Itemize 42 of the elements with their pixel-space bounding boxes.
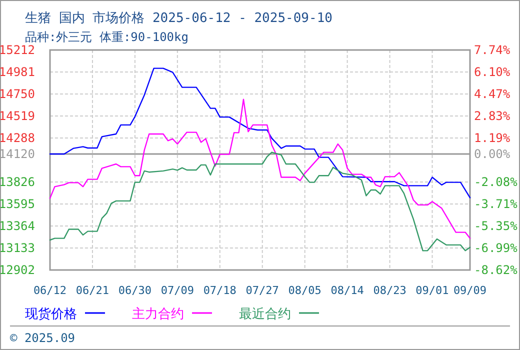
line-series xyxy=(49,68,471,198)
y2-tick-label: -6.99% xyxy=(474,241,518,256)
y2-tick-label: -5.35% xyxy=(474,219,518,234)
x-tick-label: 07/27 xyxy=(246,284,279,297)
y-tick-label: 14750 xyxy=(0,87,35,101)
text: © 2025.09 xyxy=(10,331,76,345)
y2-tick-label: 2.83% xyxy=(474,109,511,124)
y-tick-label: 13133 xyxy=(0,241,35,255)
chart-title: 生猪 国内 市场价格 2025-06-12 - 2025-09-10 xyxy=(25,11,332,26)
y-tick-label: 14120 xyxy=(0,147,35,161)
x-tick-label: 09/09 xyxy=(453,284,487,297)
y2-tick-label: 0.00% xyxy=(474,147,511,162)
legend-label: 最近合约 xyxy=(239,307,291,322)
x-tick-label: 09/01 xyxy=(416,284,449,297)
y2-tick-label: -2.08% xyxy=(474,175,518,190)
y-tick-label: 13826 xyxy=(0,175,35,189)
y2-tick-label: -8.62% xyxy=(474,263,518,277)
y-tick-label: 14981 xyxy=(0,65,35,79)
y-tick-label: 13364 xyxy=(0,219,35,233)
y2-tick-label: 6.10% xyxy=(474,65,511,80)
y-tick-label: 12902 xyxy=(0,263,35,277)
y-tick-label: 15212 xyxy=(0,43,35,57)
x-tick-label: 07/18 xyxy=(203,284,236,297)
x-tick-label: 08/05 xyxy=(288,284,322,297)
x-tick-label: 07/09 xyxy=(160,284,194,297)
line-series xyxy=(49,152,471,252)
legend-label: 主力合约 xyxy=(132,306,184,322)
y-tick-label: 14288 xyxy=(0,131,35,145)
x-tick-label: 06/30 xyxy=(118,284,152,297)
x-tick-label: 08/14 xyxy=(330,284,364,297)
y-tick-label: 13595 xyxy=(0,197,35,211)
line-series xyxy=(49,98,471,239)
y-tick-label: 14519 xyxy=(0,109,35,123)
y2-tick-label: 1.19% xyxy=(474,131,511,146)
legend-label: 现货价格 xyxy=(25,307,77,322)
y2-tick-label: 4.47% xyxy=(474,86,511,101)
y2-tick-label: 7.74% xyxy=(474,43,511,57)
x-tick-label: 06/12 xyxy=(33,284,67,297)
x-tick-label: 06/21 xyxy=(76,284,110,297)
x-tick-label: 08/23 xyxy=(373,284,406,297)
y2-tick-label: -3.71% xyxy=(474,196,518,211)
chart-subtitle: 品种:外三元 体重:90-100kg xyxy=(25,30,188,44)
